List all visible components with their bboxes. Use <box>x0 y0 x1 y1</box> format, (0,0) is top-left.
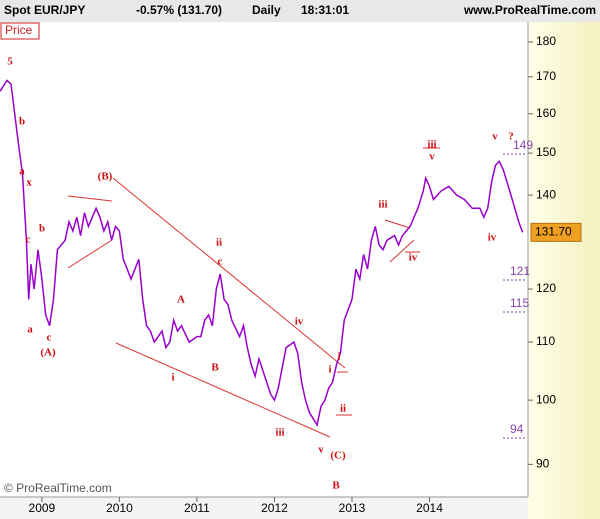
wave-label: (C) <box>330 450 346 462</box>
x-tick-label: 2013 <box>339 501 366 515</box>
y-tick-label: 120 <box>536 281 556 295</box>
y-tick-label: 110 <box>536 334 555 348</box>
copyright: © ProRealTime.com <box>4 481 112 495</box>
wave-label: iv <box>488 232 497 244</box>
wave-label: i <box>337 351 340 363</box>
x-tick-label: 2010 <box>106 501 133 515</box>
title: Spot EUR/JPY <box>4 3 85 17</box>
price-line <box>0 79 524 427</box>
change: -0.57% (131.70) <box>136 3 222 17</box>
wave-label: ? <box>508 131 514 143</box>
wave-label: x <box>26 177 32 189</box>
wave-label: (B) <box>98 171 113 183</box>
wave-label: B <box>332 480 340 492</box>
header-bar <box>0 0 600 22</box>
period: Daily <box>252 3 281 17</box>
y-tick-label: 180 <box>536 34 556 48</box>
trend-lines <box>67 147 440 438</box>
source: www.ProRealTime.com <box>463 3 596 17</box>
last-value-label: 131.70 <box>535 225 572 239</box>
y-tick-label: 100 <box>536 392 556 406</box>
y-axis-area <box>528 22 600 519</box>
legend-box <box>0 22 40 40</box>
wave-label: v <box>318 444 324 456</box>
wave-label: iii <box>378 199 387 211</box>
wave-label: B <box>211 362 219 374</box>
wave-label: v <box>492 131 498 143</box>
level-label: 115 <box>510 296 529 310</box>
y-tick-label: 160 <box>536 106 556 120</box>
y-tick-label: 170 <box>536 69 556 83</box>
x-tick-label: 2011 <box>184 501 210 515</box>
level-label: 94 <box>510 422 524 436</box>
wave-label: c <box>47 332 52 344</box>
wave-label: i <box>171 372 174 384</box>
y-tick-label: 90 <box>536 457 550 471</box>
wave-label: c <box>26 234 31 246</box>
wave-label: (A) <box>40 347 56 359</box>
wave-label: ii <box>340 403 346 415</box>
wave-label: A <box>177 294 185 306</box>
x-tick-label: 2009 <box>29 501 56 515</box>
wave-label: i <box>328 364 331 376</box>
x-tick-label: 2014 <box>416 501 443 515</box>
wave-label: a <box>19 166 25 178</box>
wave-label: v <box>429 151 435 163</box>
wave-label: a <box>27 324 33 336</box>
wave-label: b <box>19 116 25 128</box>
wave-label: b <box>39 223 45 235</box>
y-tick-label: 150 <box>536 145 556 159</box>
wave-label: iv <box>295 316 304 328</box>
last-value-box <box>530 222 582 242</box>
wave-label: iii <box>427 139 436 151</box>
wave-label: c <box>218 256 223 268</box>
wave-label: 5 <box>7 56 13 68</box>
wave-label: ii <box>216 237 222 249</box>
x-axis-area <box>0 497 528 519</box>
x-tick-label: 2012 <box>261 501 288 515</box>
level-label: 149 <box>513 138 533 152</box>
legend-label: Price <box>5 23 33 37</box>
y-tick-label: 140 <box>536 187 556 201</box>
wave-label: iv <box>409 252 418 264</box>
wave-label: iii <box>275 427 284 439</box>
level-label: 121 <box>510 264 530 278</box>
time: 18:31:01 <box>301 3 349 17</box>
